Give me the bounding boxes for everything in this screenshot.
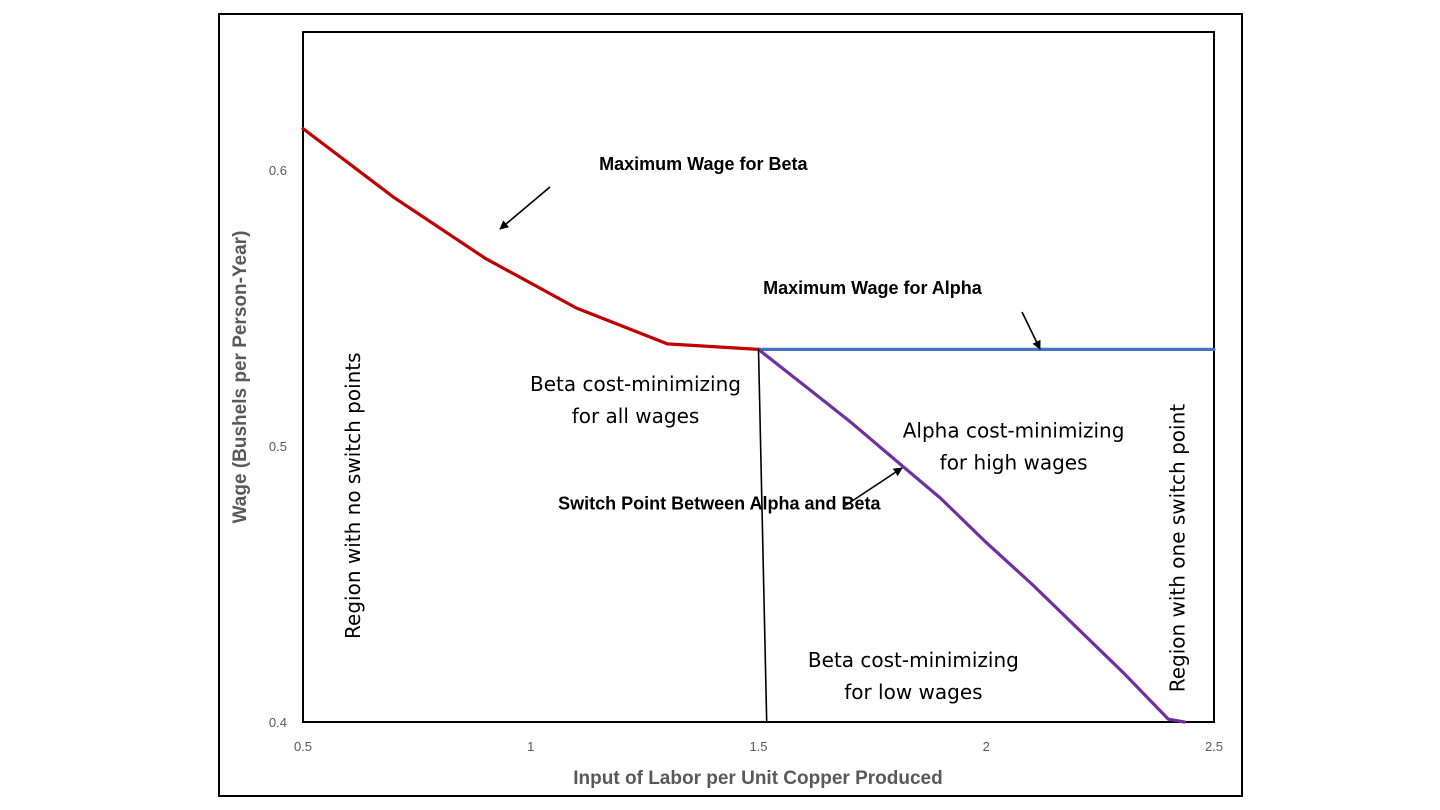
y-tick-label: 0.5 xyxy=(269,439,287,454)
series-layer xyxy=(301,127,1216,724)
series-line-switch-point-between-alpha-and-beta xyxy=(756,347,1187,724)
region-label-no-switch: Region with no switch points xyxy=(341,352,365,639)
x-tick-label: 2.5 xyxy=(1205,739,1223,754)
annotation-layer: Maximum Wage for Beta Maximum Wage for Al… xyxy=(341,154,1190,704)
y-tick-label: 0.4 xyxy=(269,715,287,730)
x-tick-label: 1 xyxy=(527,739,534,754)
region-label-beta-all: Beta cost-minimizing for all wages xyxy=(530,372,741,428)
region-label-alpha-high: Alpha cost-minimizing for high wages xyxy=(903,419,1125,475)
region-label-beta-low: Beta cost-minimizing for low wages xyxy=(808,648,1019,704)
x-tick-label: 1.5 xyxy=(749,739,767,754)
annotation-switch: Switch Point Between Alpha and Beta xyxy=(558,494,881,514)
region-label-one-switch: Region with one switch point xyxy=(1165,404,1189,693)
x-axis-ticks: 0.5 1 1.5 2 2.5 xyxy=(294,739,1223,754)
x-tick-label: 2 xyxy=(983,739,990,754)
annotation-arrow-switch xyxy=(842,467,903,508)
series-line-boundary xyxy=(757,348,768,723)
plot-area-border xyxy=(302,31,1215,723)
x-axis-title: Input of Labor per Unit Copper Produced xyxy=(573,768,942,789)
x-tick-label: 0.5 xyxy=(294,739,312,754)
chart-outer-border xyxy=(218,13,1243,797)
y-axis-title: Wage (Bushels per Person-Year) xyxy=(230,231,251,524)
annotation-arrow-beta-max xyxy=(499,186,551,230)
series-line-maximum-wage-for-beta xyxy=(301,127,761,351)
annotation-arrow-alpha-max xyxy=(1021,311,1041,350)
annotation-alpha-max: Maximum Wage for Alpha xyxy=(763,278,983,298)
y-tick-label: 0.6 xyxy=(269,163,287,178)
y-axis-ticks: 0.4 0.5 0.6 xyxy=(269,163,287,730)
annotation-beta-max: Maximum Wage for Beta xyxy=(599,154,808,174)
